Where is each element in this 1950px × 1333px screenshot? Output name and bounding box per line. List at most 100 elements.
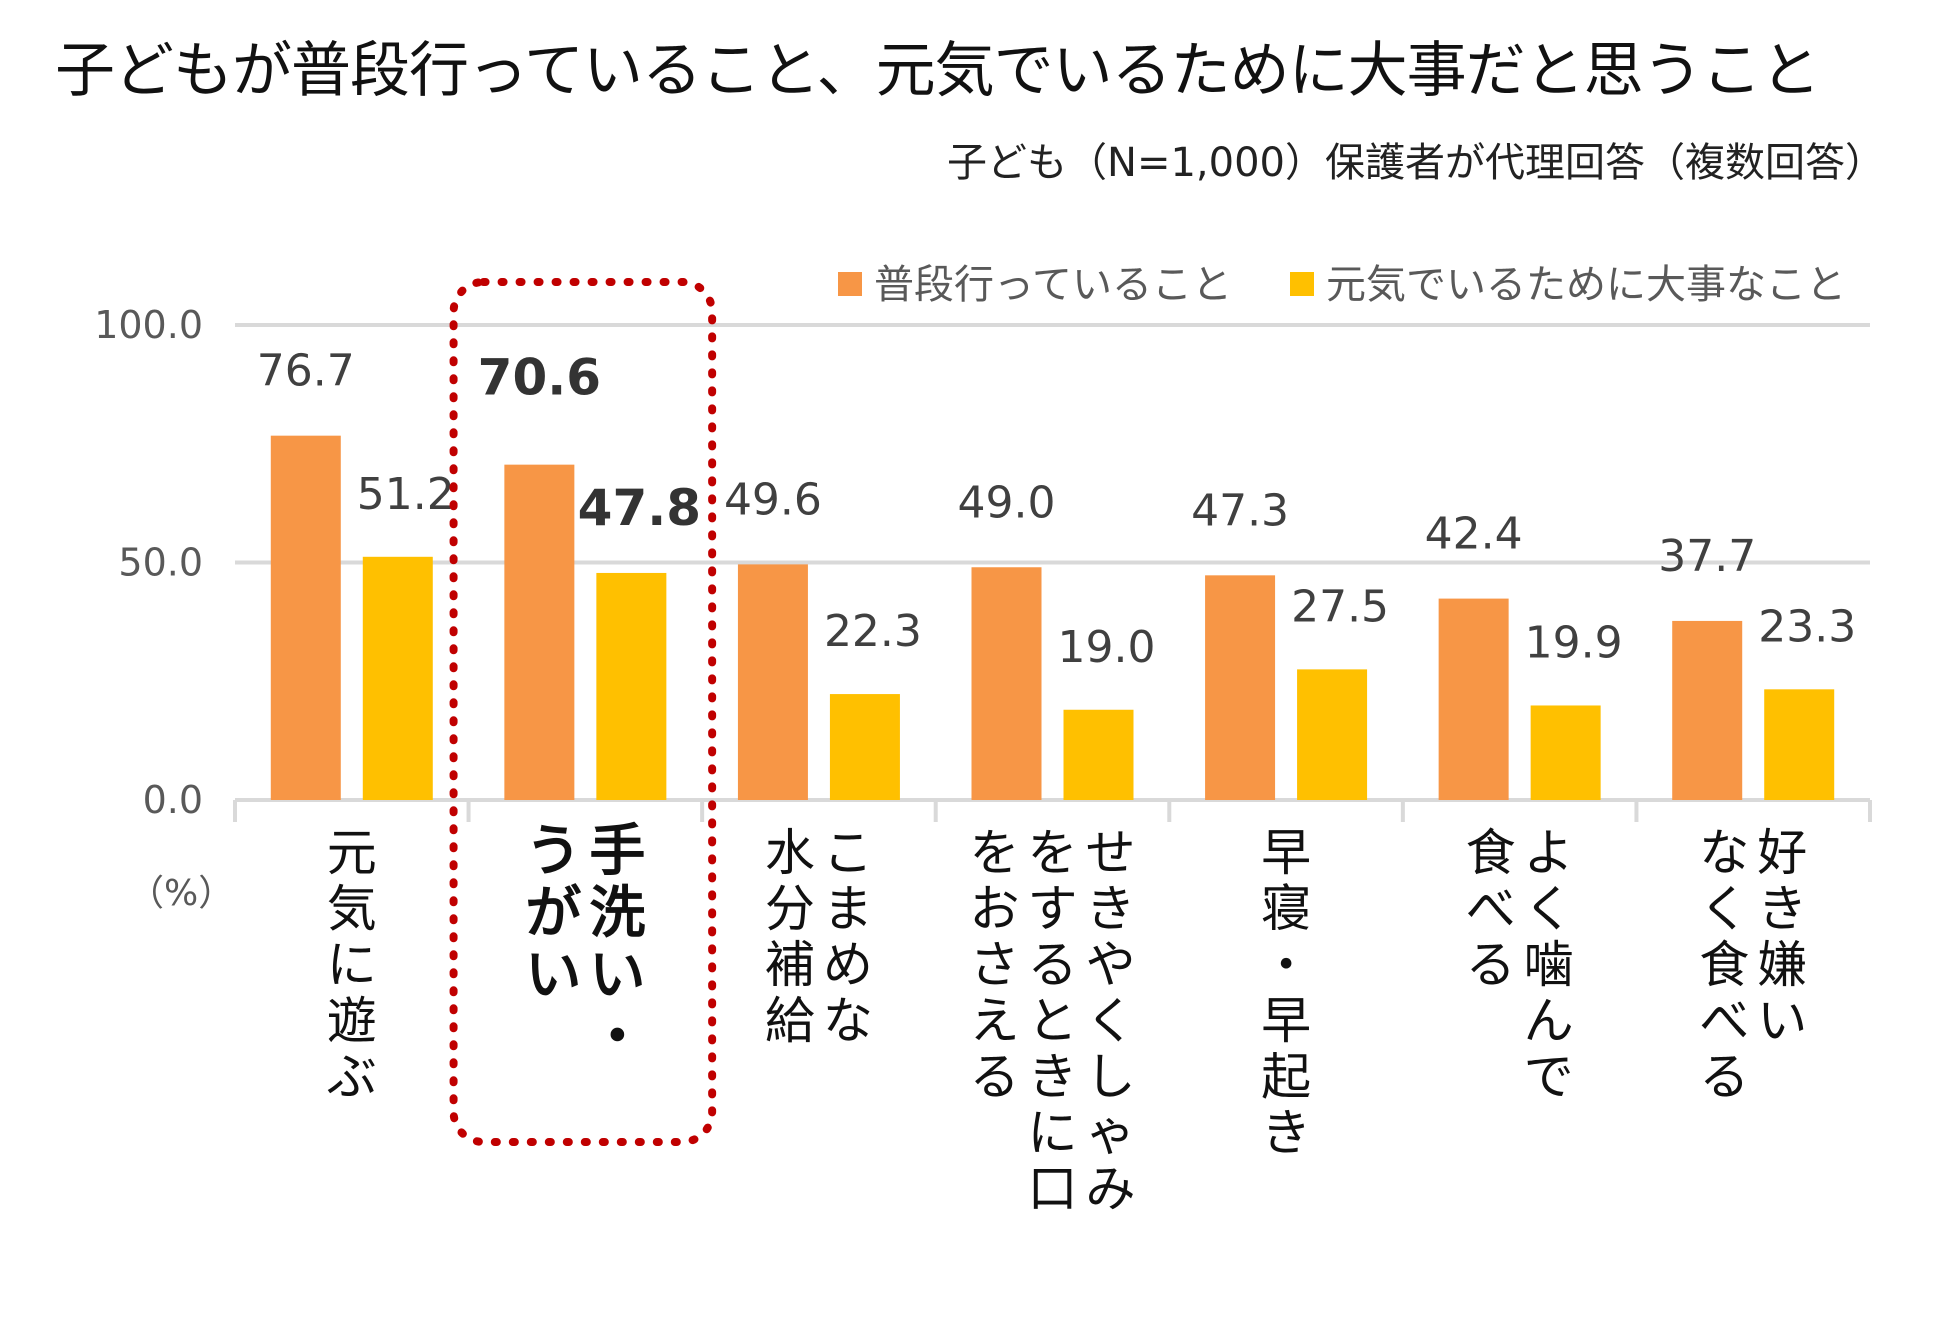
category-label-char: こ (823, 824, 873, 882)
category-label-char: ゃ (1086, 1104, 1136, 1162)
category-label-char: ・ (589, 1005, 645, 1070)
bar-series1 (737, 564, 808, 800)
data-label: 19.9 (1525, 617, 1623, 668)
category-label-char: い (1757, 992, 1807, 1050)
category-label-char: 元 (327, 824, 377, 882)
legend-label: 元気でいるために大事なこと (1326, 262, 1846, 308)
y-tick-label: 50.0 (118, 541, 203, 585)
category-label-char: く (1086, 992, 1136, 1050)
category-label-char: さ (970, 936, 1020, 994)
category-label-char: い (589, 943, 645, 1008)
data-label: 70.6 (478, 349, 601, 407)
category-label-char: べ (1699, 992, 1749, 1050)
data-label: 23.3 (1758, 601, 1856, 652)
data-labels: 76.7 70.6 49.6 49.0 47.3 42.4 37.7 51.2 47.8 22.3… (257, 346, 1856, 673)
category-label-char: う (525, 819, 581, 884)
category-label-char: 口 (1028, 1160, 1078, 1218)
category-label-char: で (1524, 1048, 1574, 1106)
category-label-char: と (1028, 992, 1078, 1050)
category-label-char: な (823, 992, 873, 1050)
data-label: 37.7 (1658, 531, 1756, 582)
bars (270, 435, 1835, 800)
category-label-char: し (1086, 1048, 1136, 1106)
bar-series2 (596, 572, 667, 800)
category-label-char: 遊 (327, 992, 377, 1050)
category-label-char: き (1261, 1104, 1311, 1162)
category-label-char: す (1028, 880, 1078, 938)
category-label-char: 手 (589, 819, 645, 884)
category-label-char: 気 (327, 880, 377, 938)
chart-title: 子どもが普段行っていること、元気でいるために大事だと思うこと (55, 36, 1821, 106)
category-label-char: き (1757, 880, 1807, 938)
category-label-char: が (525, 881, 581, 946)
category-label-char: 好 (1757, 824, 1807, 882)
category-label-char: 噛 (1524, 936, 1574, 994)
category-label-char: 補 (765, 936, 815, 994)
category-labels: 元気に遊ぶ手洗い・うがいこまめな水分補給せきやくしゃみをするときに口をおさえる早… (327, 819, 1807, 1218)
category-label-char: 分 (765, 880, 815, 938)
data-label: 19.0 (1058, 622, 1156, 673)
category-label-char: ま (823, 880, 873, 938)
category-label-char: べ (1466, 880, 1516, 938)
bar-series2 (362, 556, 433, 800)
category-label-char: 食 (1699, 936, 1749, 994)
category-label-char: く (1524, 880, 1574, 938)
category-label-char: 早 (1261, 992, 1311, 1050)
category-label-char: を (970, 824, 1020, 882)
data-label: 47.3 (1191, 485, 1289, 536)
category-label-char: ・ (1261, 936, 1311, 994)
category-label-char: る (970, 1048, 1020, 1106)
category-label-char: 起 (1261, 1048, 1311, 1106)
category-label-char: ぶ (327, 1048, 377, 1106)
data-label: 51.2 (357, 469, 455, 520)
chart-subtitle: 子ども（N=1,000）保護者が代理回答（複数回答） (947, 140, 1885, 186)
category-label-char: ん (1524, 992, 1574, 1050)
data-label: 47.8 (578, 479, 701, 537)
bar-series1 (1672, 620, 1743, 800)
category-label-char: 洗 (589, 881, 645, 946)
bar-series2 (1297, 669, 1368, 800)
data-label: 76.7 (257, 346, 355, 397)
category-label-char: 水 (765, 824, 815, 882)
category-label-char: や (1086, 936, 1136, 994)
category-label-char: る (1466, 936, 1516, 994)
data-label: 42.4 (1425, 509, 1523, 560)
category-label-char: 早 (1261, 824, 1311, 882)
bar-series2 (1530, 705, 1601, 800)
category-label-char: よ (1524, 824, 1574, 882)
category-label-char: き (1086, 880, 1136, 938)
category-label-char: に (327, 936, 377, 994)
bar-series1 (971, 567, 1042, 800)
category-label-char: み (1086, 1160, 1136, 1218)
category-label-char: に (1028, 1104, 1078, 1162)
category-label-char: い (525, 943, 581, 1008)
bar-series2 (1764, 689, 1835, 800)
category-label-char: 食 (1466, 824, 1516, 882)
bar-series1 (1205, 575, 1276, 800)
category-label-char: る (1699, 1048, 1749, 1106)
category-label-char: 嫌 (1757, 936, 1807, 994)
category-label-char: く (1699, 880, 1749, 938)
data-label: 49.0 (958, 477, 1056, 528)
highlight-box (449, 278, 717, 1146)
bar-series2 (1063, 709, 1134, 800)
axes: 0.0 50.0 100.0 (94, 303, 1872, 822)
category-label-char: 給 (765, 992, 815, 1050)
legend: 普段行っていること 元気でいるために大事なこと (838, 262, 1846, 308)
legend-swatch (838, 272, 862, 296)
category-label-char: る (1028, 936, 1078, 994)
category-label-char: え (970, 992, 1020, 1050)
data-label: 22.3 (824, 606, 922, 657)
category-label-char: 寝 (1261, 880, 1311, 938)
category-label-char: せ (1086, 824, 1136, 882)
y-tick-label: 0.0 (143, 778, 203, 822)
category-label-char: め (823, 936, 873, 994)
category-label-char: を (1028, 824, 1078, 882)
bar-series2 (829, 694, 900, 800)
bar-series1 (504, 464, 575, 800)
legend-label: 普段行っていること (874, 262, 1232, 308)
unit-label: （%） (128, 873, 234, 914)
highlight-box (449, 278, 717, 1146)
data-label: 49.6 (724, 474, 822, 525)
